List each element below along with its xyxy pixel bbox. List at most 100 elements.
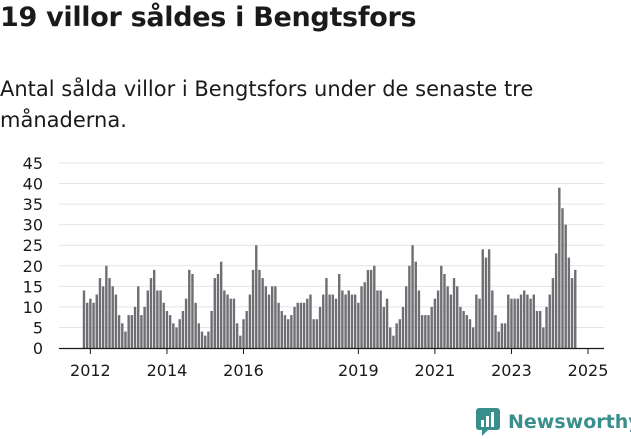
bar [302, 302, 306, 348]
bar [538, 311, 542, 348]
chart-subtitle: Antal sålda villor i Bengtsfors under de… [0, 77, 534, 132]
y-tick-label: 5 [33, 318, 43, 337]
bar [408, 265, 411, 348]
y-tick-label: 0 [33, 339, 43, 358]
y-tick-label: 35 [23, 195, 43, 214]
bar [471, 327, 475, 348]
bar [248, 294, 252, 348]
bar [491, 290, 494, 348]
bar [245, 311, 248, 348]
bar [481, 249, 484, 348]
bar [328, 294, 331, 348]
bar [500, 323, 504, 348]
bar [376, 290, 379, 348]
bar [111, 286, 114, 348]
bar [277, 302, 280, 348]
bar [430, 306, 433, 348]
bar [89, 298, 92, 348]
bar [121, 323, 124, 348]
bar [207, 331, 210, 348]
bar [459, 306, 462, 348]
bar [271, 286, 274, 348]
bar [574, 269, 577, 348]
bar [168, 315, 172, 348]
bar [373, 265, 376, 348]
bar [440, 265, 443, 348]
bar [382, 306, 386, 348]
bar [85, 302, 89, 348]
bar [219, 261, 223, 348]
bar [204, 335, 207, 348]
bar [296, 302, 299, 348]
bar [188, 269, 191, 348]
bar [172, 323, 175, 348]
bar [331, 294, 335, 348]
bar [526, 294, 529, 348]
bar [306, 298, 309, 348]
bar [529, 298, 532, 348]
newsworthy-brand[interactable]: Newsworthy [476, 406, 631, 438]
bar [149, 278, 153, 348]
bar [140, 315, 143, 348]
y-tick-label: 10 [23, 298, 43, 317]
bar [551, 278, 555, 348]
bar [462, 311, 465, 348]
bar [478, 298, 481, 348]
bar [456, 286, 459, 348]
brand-name: Newsworthy [508, 411, 631, 433]
bar [369, 269, 373, 348]
bar [532, 294, 535, 348]
bar [261, 278, 264, 348]
bar [379, 290, 382, 348]
bar [449, 294, 453, 348]
bar [507, 294, 510, 348]
bar [286, 319, 290, 348]
bar [242, 319, 245, 348]
bar [523, 290, 526, 348]
bar [360, 286, 363, 348]
bar [133, 306, 137, 348]
bar [108, 278, 111, 348]
bar [411, 245, 414, 348]
bar [558, 187, 561, 348]
bar [417, 290, 421, 348]
bar [105, 265, 108, 348]
bar [475, 294, 478, 348]
bar [143, 306, 146, 348]
bar [465, 315, 468, 348]
bar [436, 290, 440, 348]
bar [194, 302, 197, 348]
x-tick-label: 2021 [415, 361, 456, 380]
bar [130, 315, 134, 348]
bar [200, 331, 204, 348]
bar [564, 224, 567, 348]
bar [137, 286, 140, 348]
bar-chart-speech-bubble-icon [476, 408, 500, 436]
bar [484, 257, 488, 348]
bar [341, 290, 344, 348]
bar [424, 315, 427, 348]
bar [258, 269, 261, 348]
bar [385, 298, 389, 348]
bar [392, 335, 395, 348]
bar [497, 331, 500, 348]
bar [235, 323, 239, 348]
bar [101, 286, 105, 348]
x-tick-label: 2014 [147, 361, 188, 380]
x-tick-label: 2025 [568, 361, 609, 380]
bar [404, 286, 408, 348]
bar [197, 323, 201, 348]
bar [433, 298, 437, 348]
bar [175, 327, 178, 348]
bar [223, 290, 226, 348]
bar [299, 302, 303, 348]
bar [446, 286, 449, 348]
bar [162, 302, 165, 348]
bar [535, 311, 539, 348]
bar [452, 278, 456, 348]
bar [226, 294, 229, 348]
bar [165, 311, 169, 348]
x-tick-label: 2012 [70, 361, 111, 380]
bar [98, 278, 102, 348]
